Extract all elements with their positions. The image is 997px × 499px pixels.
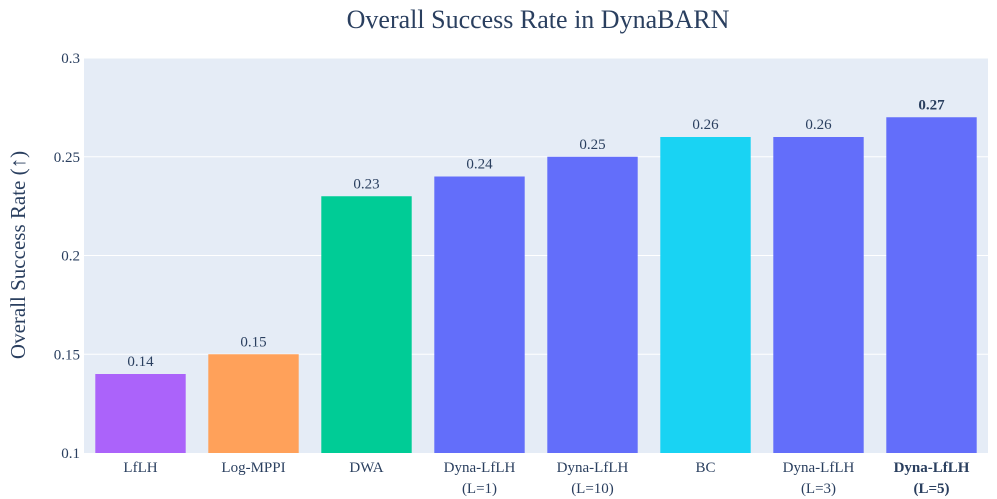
x-tick-label: Dyna-LfLH [783,460,855,476]
x-tick-label: DWA [349,460,383,476]
bar [95,374,186,453]
data-label: 0.15 [240,334,266,350]
data-label: 0.14 [127,354,154,370]
x-tick-label: Dyna-LfLH [557,460,629,476]
bar [321,196,412,453]
data-label: 0.25 [579,137,605,153]
y-tick-label: 0.2 [61,249,80,265]
y-tick-label: 0.3 [61,51,80,67]
chart-title: Overall Success Rate in DynaBARN [347,5,730,34]
y-axis-label: Overall Success Rate (↑) [6,151,30,359]
bar [773,137,864,453]
x-tick-label: (L=1) [462,481,497,497]
bar [547,156,638,453]
y-tick-labels: 0.1 0.15 0.2 0.25 0.3 [54,51,80,462]
y-tick-label: 0.15 [54,347,80,363]
x-tick-labels: LfLH Log-MPPI DWA Dyna-LfLH (L=1) Dyna-LfLH (L… [123,460,969,497]
x-tick-label: Log-MPPI [221,460,285,476]
x-tick-label: BC [695,460,715,476]
bar [886,117,977,453]
x-tick-label: Dyna-LfLH [894,460,970,476]
data-label: 0.24 [466,157,493,173]
bars-group [95,117,977,453]
x-tick-label: (L=10) [571,481,614,497]
y-tick-label: 0.1 [61,446,80,462]
x-tick-label: Dyna-LfLH [444,460,516,476]
bar [434,176,525,453]
x-tick-label: (L=3) [801,481,836,497]
data-label: 0.27 [918,97,945,113]
data-label: 0.26 [692,117,719,133]
bar [208,354,299,453]
bar [660,137,751,453]
x-tick-label: (L=5) [913,481,949,497]
data-label: 0.26 [805,117,832,133]
data-labels: 0.14 0.15 0.23 0.24 0.25 0.26 0.26 0.27 [127,97,945,370]
x-tick-label: LfLH [123,460,157,476]
data-label: 0.23 [353,176,379,192]
y-tick-label: 0.25 [54,150,80,166]
